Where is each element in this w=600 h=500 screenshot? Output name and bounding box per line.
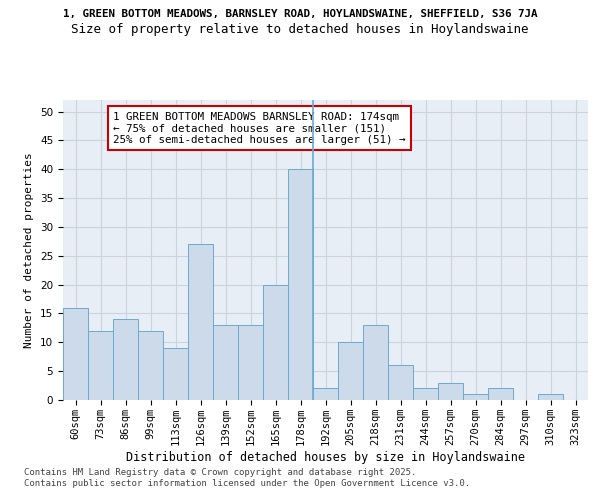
Text: Contains HM Land Registry data © Crown copyright and database right 2025.
Contai: Contains HM Land Registry data © Crown c… [24,468,470,487]
Bar [63,308,88,400]
Bar [488,388,513,400]
Bar [263,284,288,400]
X-axis label: Distribution of detached houses by size in Hoylandswaine: Distribution of detached houses by size … [126,450,525,464]
Bar [438,382,463,400]
Bar [413,388,438,400]
Y-axis label: Number of detached properties: Number of detached properties [25,152,34,348]
Bar [363,325,388,400]
Bar [138,331,163,400]
Bar [388,366,413,400]
Bar [338,342,363,400]
Bar [88,331,113,400]
Bar [188,244,213,400]
Text: 1 GREEN BOTTOM MEADOWS BARNSLEY ROAD: 174sqm
← 75% of detached houses are smalle: 1 GREEN BOTTOM MEADOWS BARNSLEY ROAD: 17… [113,112,406,144]
Bar [538,394,563,400]
Bar [463,394,488,400]
Bar [213,325,238,400]
Text: Size of property relative to detached houses in Hoylandswaine: Size of property relative to detached ho… [71,22,529,36]
Text: 1, GREEN BOTTOM MEADOWS, BARNSLEY ROAD, HOYLANDSWAINE, SHEFFIELD, S36 7JA: 1, GREEN BOTTOM MEADOWS, BARNSLEY ROAD, … [63,9,537,19]
Bar [163,348,188,400]
Bar [313,388,338,400]
Bar [238,325,263,400]
Bar [113,319,138,400]
Bar [288,169,313,400]
